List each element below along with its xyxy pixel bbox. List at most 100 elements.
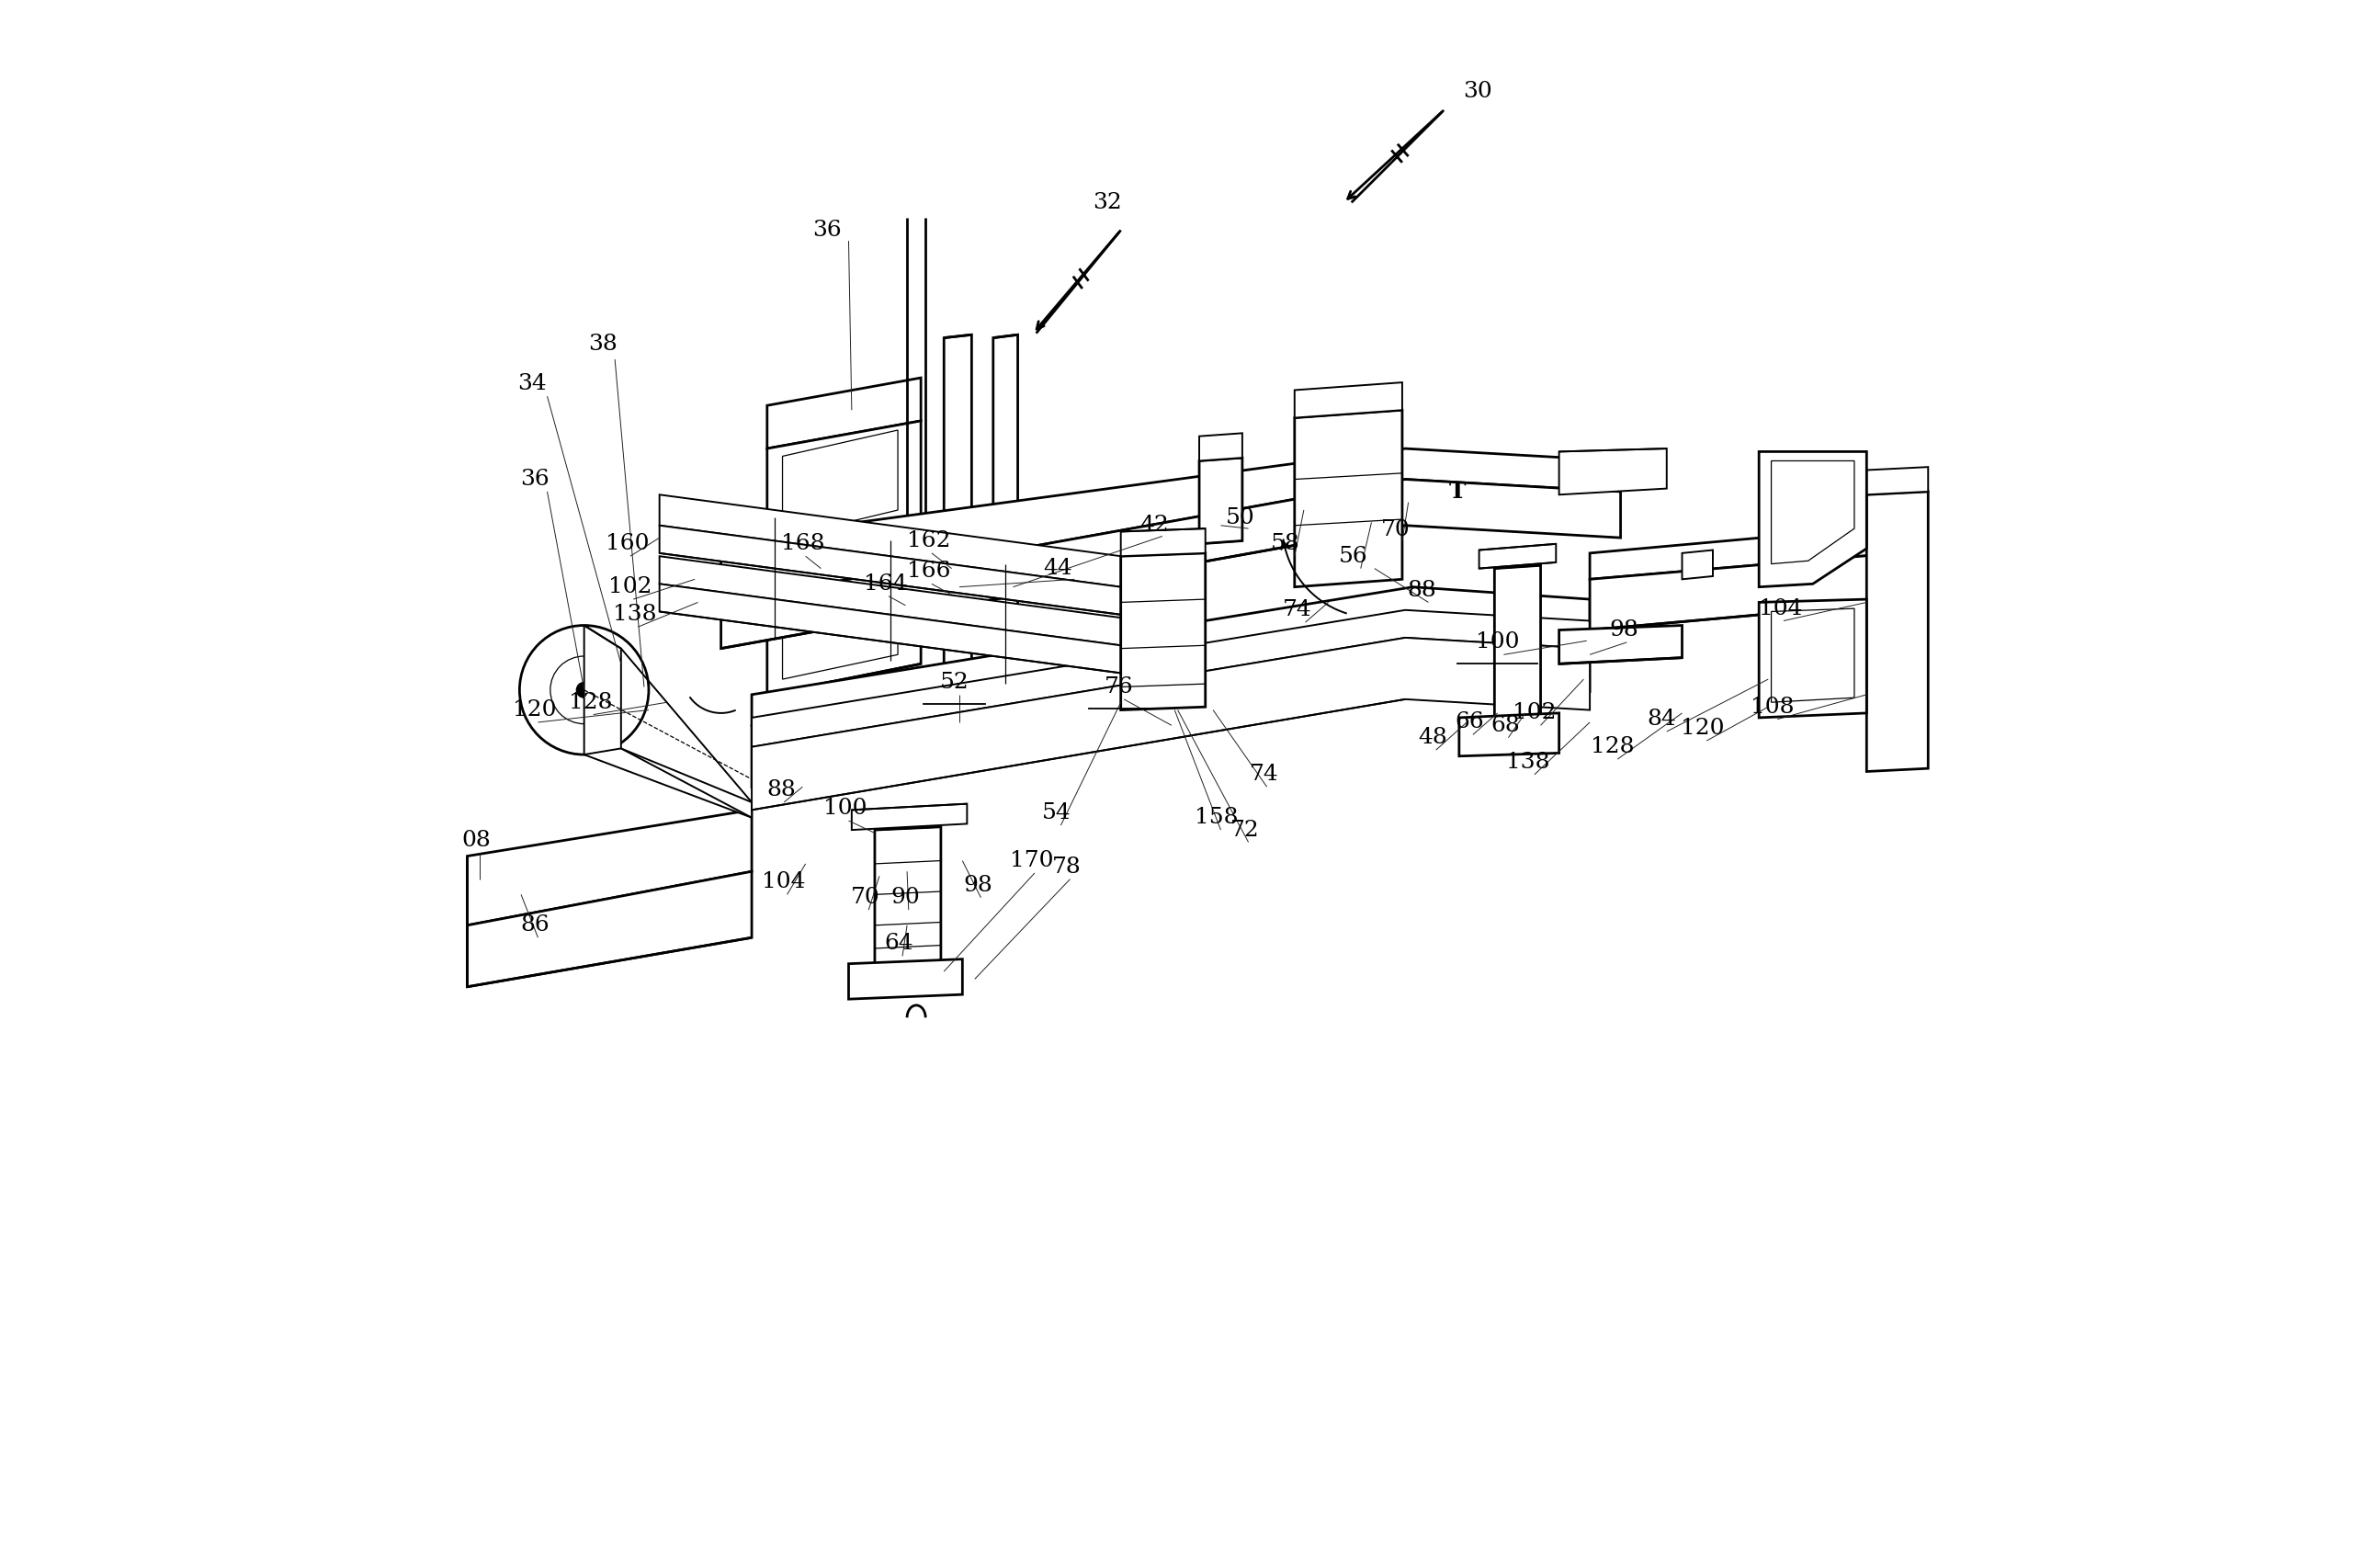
Polygon shape [783,430,897,539]
Text: 108: 108 [1752,696,1795,717]
Text: 102: 102 [609,577,652,597]
Text: 128: 128 [569,691,612,713]
Polygon shape [1771,608,1854,702]
Text: 98: 98 [964,875,992,896]
Polygon shape [766,543,921,614]
Circle shape [576,682,593,697]
Polygon shape [766,421,921,555]
Polygon shape [992,335,1019,656]
Text: 104: 104 [762,872,807,893]
Circle shape [1514,714,1521,721]
Text: 120: 120 [1680,717,1723,739]
Text: 34: 34 [516,373,547,395]
Circle shape [904,839,909,846]
Polygon shape [852,804,966,830]
Text: 84: 84 [1647,708,1676,730]
Text: 50: 50 [1226,508,1254,528]
Polygon shape [1121,552,1204,710]
Text: 88: 88 [766,779,795,801]
Polygon shape [1590,526,1897,579]
Polygon shape [766,378,921,449]
Text: 88: 88 [1407,580,1438,600]
Polygon shape [1295,383,1402,418]
Polygon shape [583,625,752,818]
Text: 102: 102 [1514,702,1557,724]
Text: 36: 36 [521,469,550,489]
Polygon shape [752,609,1590,747]
Polygon shape [1866,468,1928,495]
Text: 36: 36 [812,219,843,241]
Text: 138: 138 [614,603,657,625]
Polygon shape [466,872,752,988]
Text: 58: 58 [1271,534,1299,554]
Polygon shape [1759,599,1866,717]
Polygon shape [766,586,921,694]
Text: 54: 54 [1042,802,1071,824]
Text: 76: 76 [1104,676,1133,697]
Polygon shape [659,583,1121,673]
Polygon shape [876,827,940,975]
Circle shape [904,954,909,960]
Polygon shape [1295,410,1402,586]
Text: 158: 158 [1195,807,1238,829]
Polygon shape [1121,529,1204,555]
Text: 74: 74 [1283,599,1311,620]
Text: 138: 138 [1507,751,1549,773]
Polygon shape [1683,549,1714,579]
Text: 48: 48 [1418,727,1447,748]
Polygon shape [1559,449,1666,495]
Text: 70: 70 [1380,520,1411,540]
Text: T: T [1449,480,1466,503]
Text: 98: 98 [1609,619,1637,640]
Text: 160: 160 [605,534,650,554]
Polygon shape [659,555,1121,645]
Text: 64: 64 [885,934,914,954]
Text: 52: 52 [940,671,969,693]
Polygon shape [721,449,1621,602]
Text: 166: 166 [907,562,950,582]
Text: 100: 100 [823,798,866,819]
Text: 128: 128 [1592,736,1635,758]
Polygon shape [1771,461,1854,563]
Polygon shape [721,480,1621,648]
Text: 42: 42 [1140,515,1169,535]
Text: 162: 162 [907,531,950,551]
Polygon shape [1759,452,1866,586]
Text: 30: 30 [1464,82,1492,102]
Polygon shape [783,594,897,679]
Polygon shape [850,960,962,1000]
Circle shape [904,920,909,926]
Text: 32: 32 [1092,191,1121,213]
Polygon shape [1200,434,1242,461]
Circle shape [1514,599,1521,605]
Text: 90: 90 [890,887,921,909]
Text: 72: 72 [1230,819,1259,841]
Text: 104: 104 [1759,599,1802,619]
Text: 74: 74 [1250,764,1278,785]
Text: 168: 168 [781,534,823,554]
Polygon shape [659,526,1121,614]
Polygon shape [752,617,1590,787]
Circle shape [1514,645,1521,651]
Text: 56: 56 [1338,546,1368,566]
Polygon shape [1590,552,1897,630]
Text: 170: 170 [1009,850,1054,872]
Text: 100: 100 [1476,631,1518,653]
Text: 70: 70 [852,887,881,909]
Circle shape [1514,691,1521,697]
Polygon shape [466,810,752,926]
Text: 120: 120 [514,699,557,721]
Polygon shape [1559,625,1683,663]
Polygon shape [945,335,971,663]
Polygon shape [1459,713,1559,756]
Circle shape [904,880,909,886]
Text: 38: 38 [588,333,616,355]
Text: 86: 86 [521,915,550,937]
Polygon shape [659,495,1121,586]
Polygon shape [1866,492,1928,772]
Text: 66: 66 [1454,711,1485,733]
Polygon shape [1478,543,1557,568]
Text: 78: 78 [1052,856,1081,878]
Text: 44: 44 [1042,559,1073,579]
Text: 68: 68 [1490,714,1521,736]
